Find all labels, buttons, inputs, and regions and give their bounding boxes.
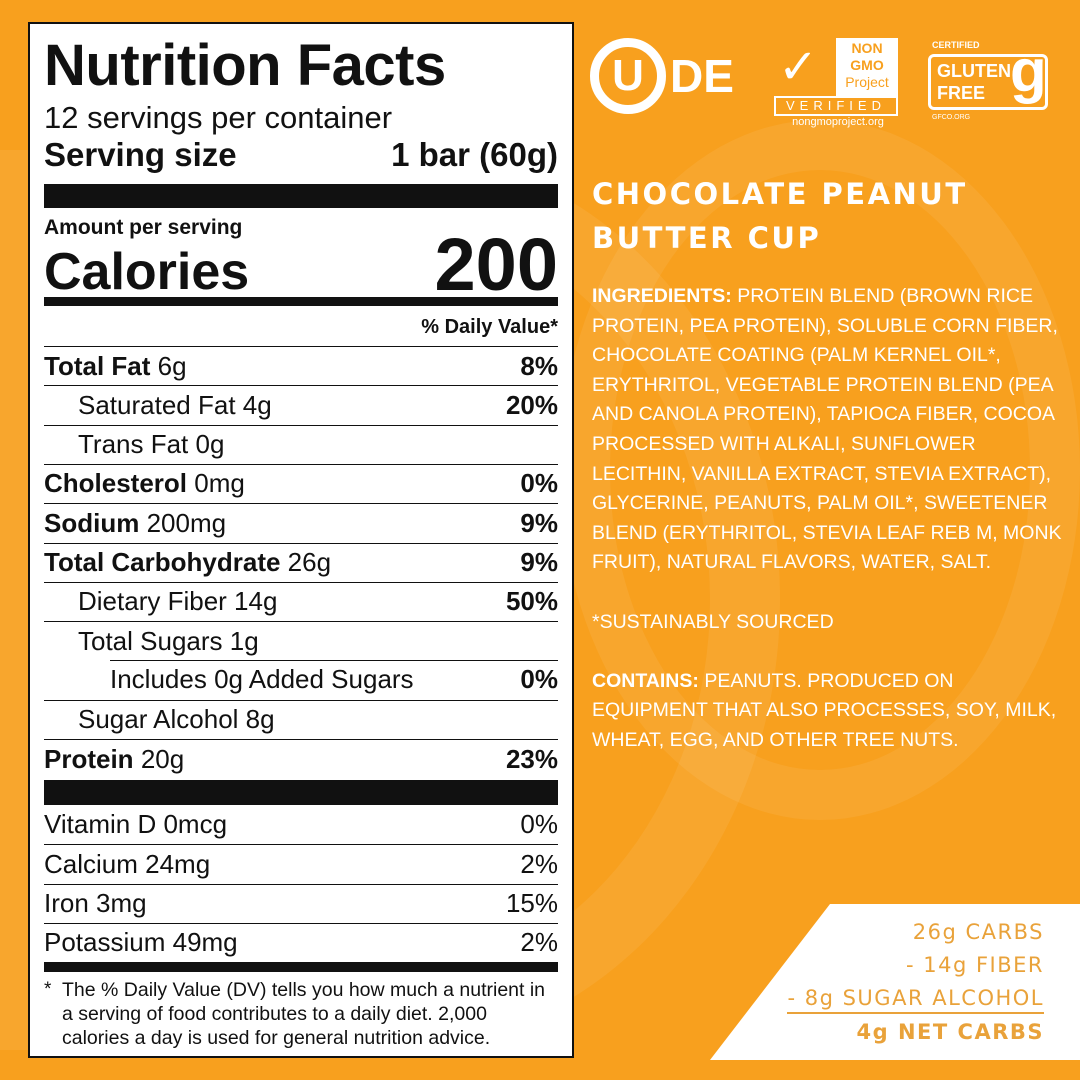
nutrient-row: Sugar Alcohol 8g <box>44 699 558 739</box>
product-title-line2: BUTTER CUP <box>592 221 822 255</box>
product-title: CHOCOLATE PEANUT BUTTER CUP <box>592 172 1062 260</box>
nutrient-amount: 26g <box>287 547 332 577</box>
vitamin-dv: 2% <box>520 848 558 879</box>
nutrient-dv: 8% <box>520 350 558 381</box>
serving-size-value: 1 bar (60g) <box>391 136 558 173</box>
ingredients-text: PROTEIN BLEND (BROWN RICE PROTEIN, PEA P… <box>592 285 1062 574</box>
kosher-logo: U DE <box>590 38 734 114</box>
nutrient-name: Cholesterol <box>44 468 188 499</box>
product-title-line1: CHOCOLATE PEANUT <box>592 177 968 211</box>
net-carbs-panel: 26g CARBS - 14g FIBER - 8g SUGAR ALCOHOL… <box>710 904 1080 1060</box>
nutrient-dv: 50% <box>505 586 558 617</box>
nutrient-row: Saturated Fat 4g 20% <box>44 385 558 424</box>
nutrient-row: Total Sugars 1g <box>44 621 558 660</box>
vitamin-row: Vitamin D 0mcg 0% <box>44 805 558 844</box>
servings-per-container: 12 servings per container <box>44 100 393 135</box>
ingredients-label: INGREDIENTS: <box>592 285 732 307</box>
calories-row: Calories 200 <box>44 224 558 302</box>
net-carbs-line2: - 14g FIBER <box>905 953 1044 977</box>
vitamin-name: Vitamin D 0mcg <box>44 809 228 839</box>
vitamin-dv: 15% <box>505 888 558 919</box>
nutrient-dv: 20% <box>505 389 558 420</box>
nutrient-row: Cholesterol 0mg 0% <box>44 463 558 503</box>
nutrition-title: Nutrition Facts <box>44 33 446 98</box>
gf-free: FREE <box>937 83 986 103</box>
vitamin-row: Potassium 49mg 2% <box>44 922 558 962</box>
vitamin-name: Iron 3mg <box>44 888 147 919</box>
gluten-free-logo: CERTIFIED GLUTEN FREE g GFCO.ORG <box>928 37 1052 124</box>
nutrient-name: Total Fat <box>44 350 151 381</box>
nutrient-name: Dietary Fiber 14g <box>78 586 278 617</box>
nutrient-row: Total Fat 6g 8% <box>44 346 558 385</box>
nutrient-name: Sodium <box>44 507 140 538</box>
medium-divider <box>44 297 558 306</box>
nutrient-dv: 9% <box>520 507 558 538</box>
calories-label: Calories <box>44 243 250 301</box>
verified-text: VERIFIED <box>774 96 898 116</box>
net-carbs-total: 4g NET CARBS <box>856 1020 1044 1044</box>
g-swirl-icon: g <box>1010 37 1047 104</box>
nutrient-row: Dietary Fiber 14g 50% <box>44 581 558 621</box>
nutrient-dv: 9% <box>520 547 558 577</box>
nutrient-row: Includes 0g Added Sugars 0% <box>44 660 558 699</box>
serving-size-label: Serving size <box>44 136 237 173</box>
butterfly-check-icon: ✓ <box>778 41 819 94</box>
gf-gluten: GLUTEN <box>937 61 1011 81</box>
thick-divider <box>44 780 558 805</box>
nutrient-amount: 20g <box>140 743 185 774</box>
nutrient-name: Trans Fat 0g <box>78 429 225 460</box>
ingredients-block: INGREDIENTS: PROTEIN BLEND (BROWN RICE P… <box>592 282 1062 756</box>
daily-value-header: % Daily Value* <box>421 316 558 338</box>
net-carbs-line1: 26g CARBS <box>912 920 1044 944</box>
nutrient-dv: 0% <box>520 664 558 695</box>
vitamin-dv: 0% <box>520 809 558 839</box>
thick-divider <box>44 184 558 208</box>
nutrition-facts-label: Nutrition Facts 12 servings per containe… <box>28 22 574 1058</box>
nutrient-amount: 6g <box>157 350 187 381</box>
nutrient-dv: 0% <box>520 468 558 499</box>
non-gmo-logo: ✓ NON GMO Project VERIFIED nongmoproject… <box>774 36 902 128</box>
sustainably-sourced-note: *SUSTAINABLY SOURCED <box>592 610 834 633</box>
amount-per-serving: Amount per serving <box>44 216 243 239</box>
nutrient-amount: 0mg <box>194 468 245 499</box>
nutrient-row: Trans Fat 0g <box>44 424 558 464</box>
nutrient-row: Sodium 200mg 9% <box>44 503 558 542</box>
serving-size: Serving size 1 bar (60g) <box>44 136 558 174</box>
vitamin-dv: 2% <box>520 927 558 958</box>
vitamin-row: Iron 3mg 15% <box>44 883 558 923</box>
non-gmo-box: NON GMO Project <box>836 38 898 96</box>
divider <box>110 660 558 662</box>
gmo-text: GMO <box>850 57 884 73</box>
nongmo-url: nongmoproject.org <box>792 116 884 128</box>
gf-url: GFCO.ORG <box>932 114 971 121</box>
nutrient-row: Total Carbohydrate 26g 9% <box>44 542 558 582</box>
nutrient-name: Total Carbohydrate <box>44 547 281 577</box>
nutrient-amount: 200mg <box>146 507 227 538</box>
nutrient-name: Sugar Alcohol 8g <box>78 704 275 735</box>
gf-box: GLUTEN FREE <box>928 54 1048 110</box>
footnote-mark: * <box>44 979 52 1000</box>
net-carbs-line3: - 8g SUGAR ALCOHOL <box>787 986 1044 1014</box>
project-text: Project <box>845 74 889 90</box>
nutrient-row: Protein 20g 23% <box>44 739 558 778</box>
gf-certified: CERTIFIED <box>932 40 980 50</box>
nutrient-dv: 23% <box>505 743 558 774</box>
kosher-u-symbol: U <box>590 38 666 114</box>
vitamin-name: Calcium 24mg <box>44 848 211 879</box>
nutrient-name: Saturated Fat 4g <box>78 389 272 420</box>
nutrient-name: Total Sugars 1g <box>78 625 259 656</box>
medium-divider <box>44 962 558 972</box>
contains-label: CONTAINS: <box>592 669 699 692</box>
non-text: NON <box>851 40 883 56</box>
vitamin-name: Potassium 49mg <box>44 927 238 958</box>
nutrient-name: Protein <box>44 743 134 774</box>
calories-value: 200 <box>434 223 558 306</box>
contains-text: PEANUTS. PRODUCED ON EQUIPMENT THAT ALSO… <box>592 669 1057 751</box>
nutrient-name: Includes 0g Added Sugars <box>110 664 414 695</box>
footnote: The % Daily Value (DV) tells you how muc… <box>62 979 546 1049</box>
vitamin-row: Calcium 24mg 2% <box>44 844 558 883</box>
kosher-suffix: DE <box>670 50 734 102</box>
